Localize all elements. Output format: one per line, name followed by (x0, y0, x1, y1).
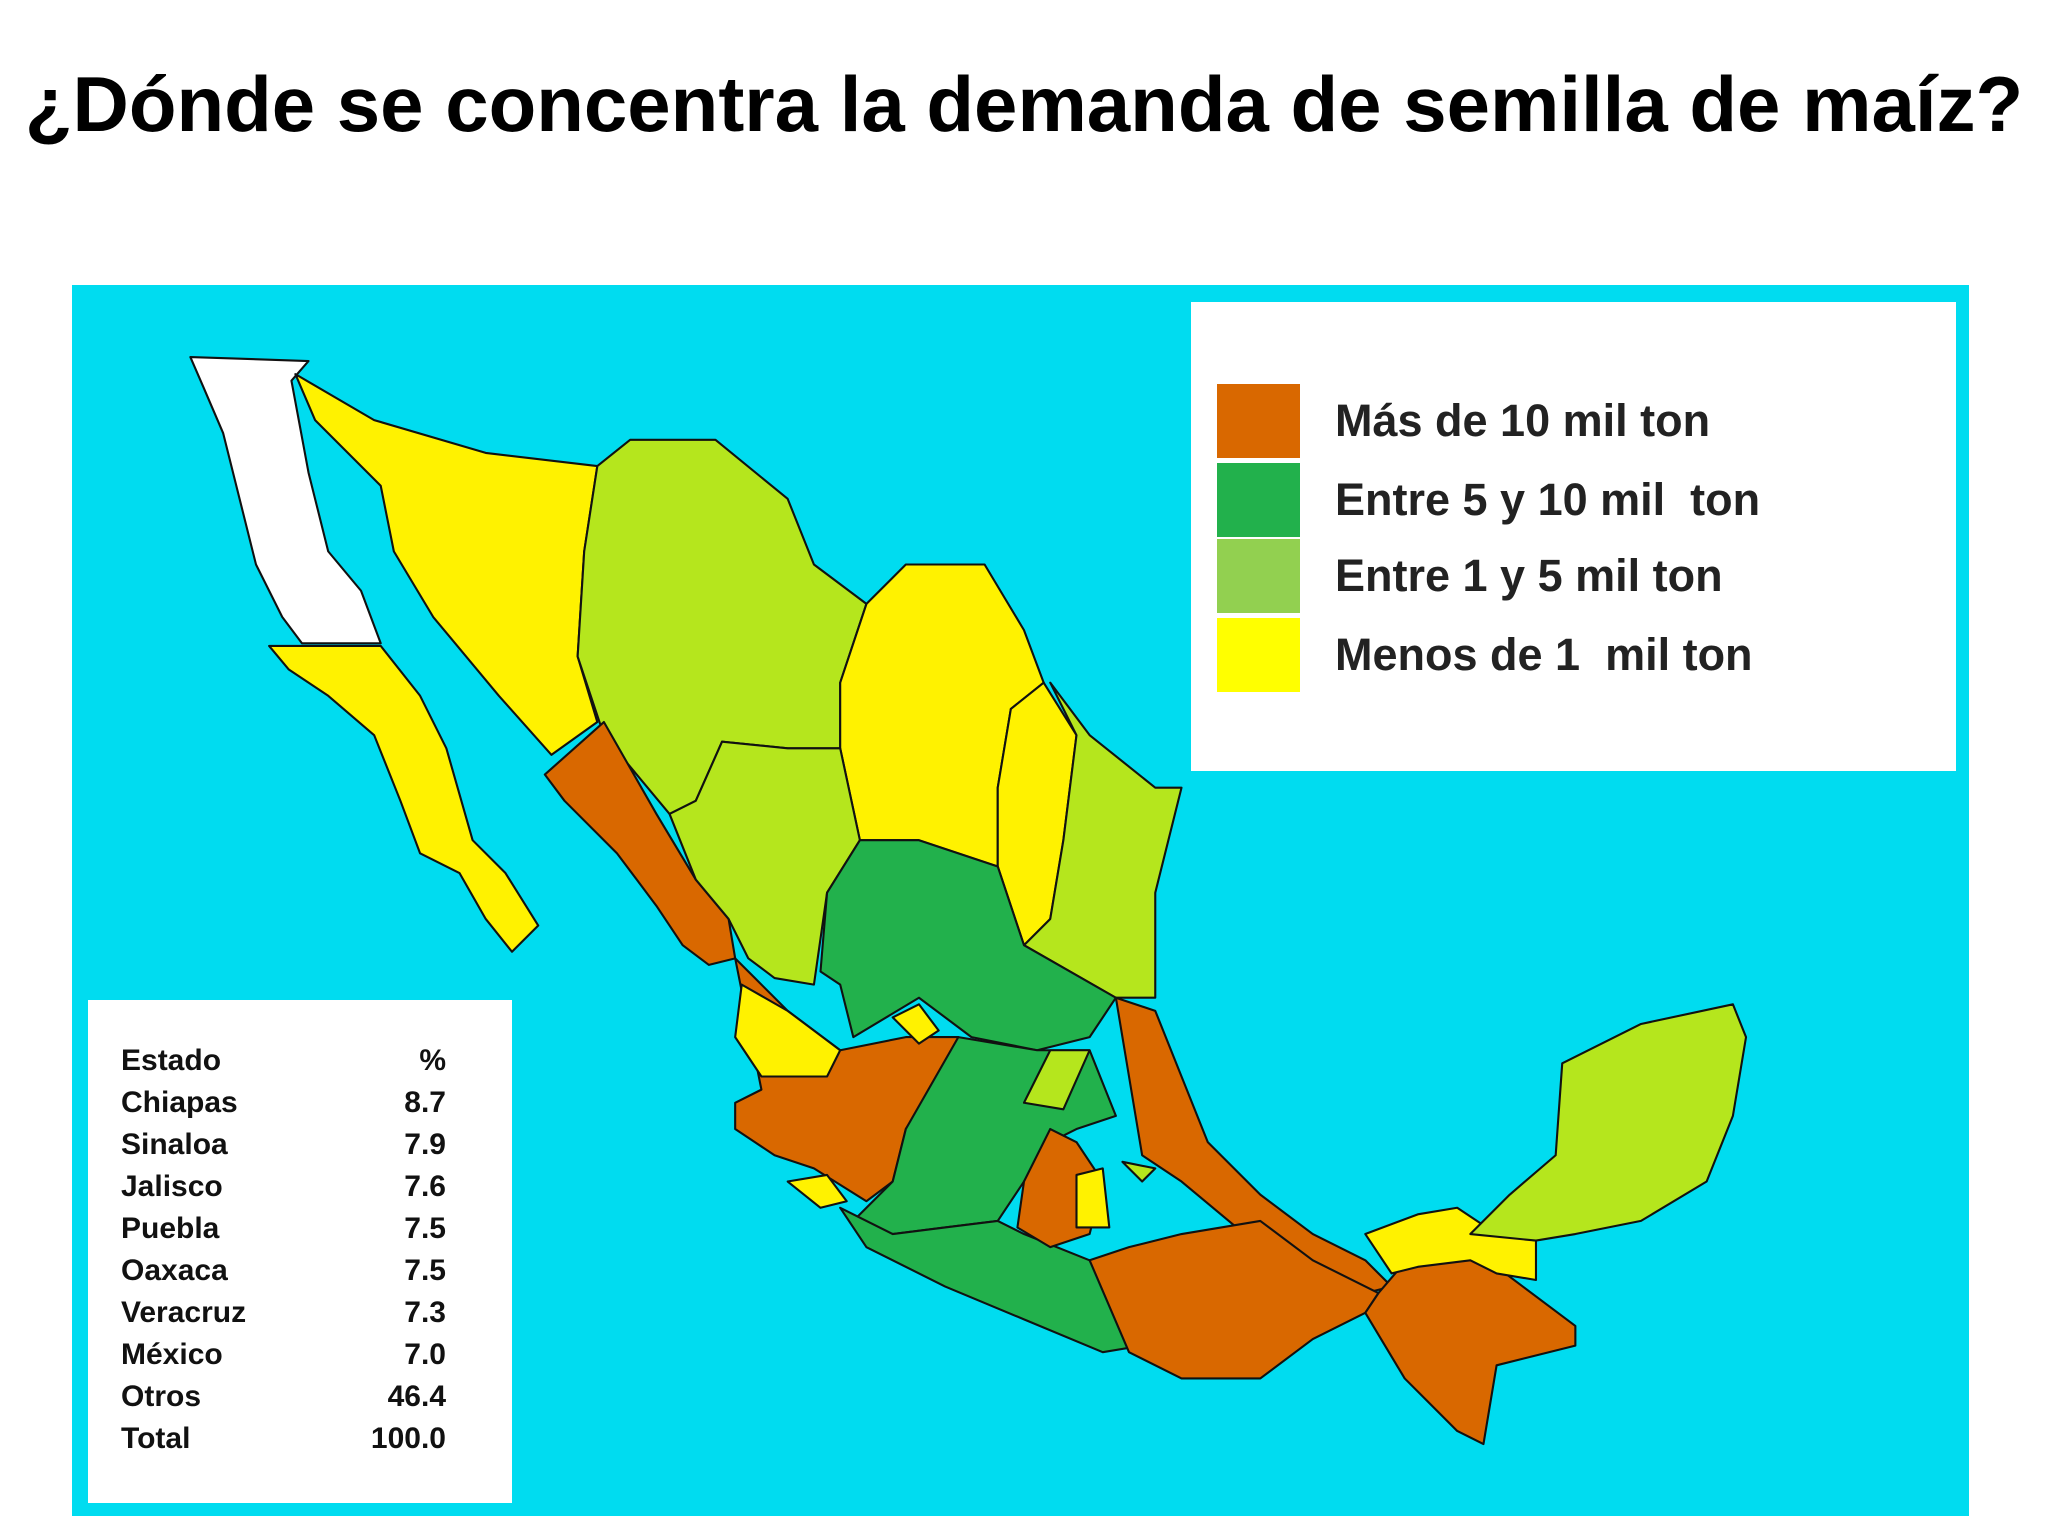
title: ¿Dónde se concentra la demanda de semill… (24, 60, 2024, 148)
table-cell: Estado (121, 1044, 222, 1077)
state (1364, 1246, 1577, 1446)
legend-item: Entre 1 y 5 mil ton (1217, 538, 1723, 614)
legend-item: Más de 10 mil ton (1217, 383, 1710, 459)
state (294, 373, 599, 756)
state (268, 644, 540, 953)
table-cell: 7.5 (404, 1254, 446, 1287)
state (668, 740, 861, 986)
state (734, 983, 842, 1078)
legend-item: Menos de 1 mil ton (1217, 617, 1753, 693)
table-cell: Total (121, 1422, 191, 1455)
table-cell: Sinaloa (121, 1128, 228, 1161)
table-cell: 7.5 (404, 1212, 446, 1245)
table-row: Jalisco 7.6 (121, 1170, 446, 1212)
legend-label: Entre 5 y 10 mil ton (1335, 474, 1761, 525)
state (1075, 1167, 1111, 1229)
state (1469, 1003, 1748, 1242)
map (189, 356, 1748, 1446)
state (786, 1173, 848, 1209)
state (1121, 1160, 1157, 1183)
table-cell: 7.6 (404, 1170, 446, 1203)
state (189, 356, 382, 645)
table-cell: México (121, 1338, 223, 1371)
table-row: Estado% (121, 1044, 446, 1086)
table-cell: % (419, 1044, 446, 1077)
state (839, 1206, 1144, 1354)
table-cell: 8.7 (404, 1086, 446, 1119)
legend-label: Más de 10 mil ton (1335, 395, 1711, 446)
state (891, 1003, 940, 1045)
data-table: Estado% Chiapas 8.7 Sinaloa 7.9 Jalisco 7.6 Pue… (88, 1000, 512, 1503)
table-row: Puebla 7.5 (121, 1212, 446, 1254)
table-cell: 7.9 (404, 1128, 446, 1161)
table-row: Chiapas 8.7 (121, 1086, 446, 1128)
table-row: México 7.0 (121, 1338, 446, 1380)
legend-item: Entre 5 y 10 mil ton (1217, 462, 1760, 538)
state (1364, 1206, 1538, 1282)
state (819, 839, 1117, 1052)
table-cell: Veracruz (121, 1296, 247, 1329)
table-cell: 7.3 (404, 1296, 446, 1329)
state (543, 720, 737, 966)
state (1022, 681, 1183, 999)
table-cell: 100.0 (370, 1422, 446, 1455)
legend-label: Menos de 1 mil ton (1335, 629, 1753, 680)
table-cell: 46.4 (387, 1380, 446, 1413)
legend: Más de 10 mil ton Entre 5 y 10 mil ton Ent… (1191, 302, 1956, 771)
legend-swatch (1217, 618, 1300, 692)
table-cell: Oaxaca (121, 1254, 228, 1287)
table-cell: Jalisco (121, 1170, 223, 1203)
table-cell: Chiapas (121, 1086, 238, 1119)
legend-swatch (1217, 384, 1300, 458)
table-cell: Otros (121, 1380, 202, 1413)
table-row: Oaxaca 7.5 (121, 1254, 446, 1296)
legend-swatch (1217, 463, 1300, 537)
state (1022, 1049, 1091, 1111)
table-cell: Puebla (121, 1212, 220, 1245)
table-row: Sinaloa 7.9 (121, 1128, 446, 1170)
table-row: Veracruz 7.3 (121, 1296, 446, 1338)
table-row: Otros 46.4 (121, 1380, 446, 1422)
table-cell: 7.0 (404, 1338, 446, 1371)
legend-swatch (1217, 539, 1300, 613)
legend-label: Entre 1 y 5 mil ton (1335, 550, 1723, 601)
table-row: Total 100.0 (121, 1422, 446, 1464)
